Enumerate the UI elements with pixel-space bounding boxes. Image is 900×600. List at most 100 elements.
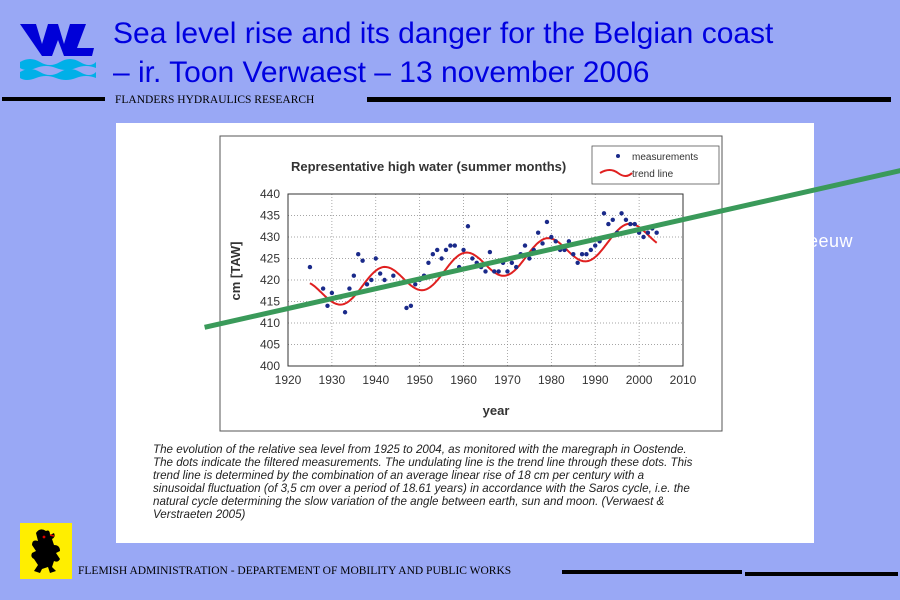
header-divider-left — [2, 97, 105, 101]
sea-level-chart: Representative high water (summer months… — [219, 135, 723, 432]
measurement-point — [531, 247, 536, 253]
measurement-point — [334, 295, 339, 300]
measurement-point — [404, 305, 409, 311]
measurement-point — [518, 252, 523, 257]
measurement-point — [650, 226, 655, 231]
x-tick-label: 1970 — [494, 373, 521, 387]
caption-line: natural cycle determining the slow varia… — [153, 495, 665, 508]
measurement-point — [364, 282, 370, 287]
measurement-point — [391, 273, 396, 278]
y-tick-label: 420 — [260, 273, 280, 287]
flanders-hydraulics-logo-icon — [18, 18, 98, 88]
measurement-point — [408, 303, 414, 308]
measurement-point — [535, 230, 541, 235]
measurement-point — [474, 260, 479, 265]
measurement-point — [356, 252, 361, 257]
measurement-point — [588, 247, 594, 253]
header-divider-right — [367, 97, 891, 102]
measurement-point — [557, 247, 563, 253]
measurement-point — [452, 243, 457, 248]
measurement-point — [597, 239, 602, 244]
caption-line: sinusoidal fluctuation (of 3,5 cm over a… — [153, 482, 690, 495]
measurement-point — [553, 239, 558, 244]
measurement-point — [593, 243, 598, 248]
legend-label-measurements: measurements — [632, 152, 698, 163]
measurement-point — [369, 277, 374, 283]
y-tick-label: 400 — [260, 359, 280, 373]
x-tick-label: 2000 — [626, 373, 653, 387]
measurement-point — [421, 273, 427, 278]
measurement-point — [575, 260, 580, 265]
x-tick-label: 2010 — [670, 373, 697, 387]
x-tick-label: 1980 — [538, 373, 565, 387]
measurement-point — [566, 239, 572, 244]
organization-name: FLANDERS HYDRAULICS RESEARCH — [115, 94, 315, 106]
measurement-point — [338, 295, 343, 300]
measurement-point — [606, 221, 611, 227]
title-line-2: – ir. Toon Verwaest – 13 november 2006 — [113, 56, 650, 89]
y-axis-label: cm [TAW] — [228, 242, 243, 301]
measurement-point — [496, 269, 501, 274]
caption-line: The dots indicate the filtered measureme… — [153, 456, 693, 469]
measurement-point — [478, 264, 484, 270]
page-title: Sea level rise and its danger for the Be… — [113, 14, 893, 92]
measurement-point — [562, 247, 567, 253]
rate-annotation: 18 cm / eeuw — [740, 231, 854, 251]
caption-line: trend line is determined by the combinat… — [153, 469, 645, 482]
measurement-point — [307, 264, 313, 270]
measurement-point — [527, 256, 532, 261]
x-tick-label: 1990 — [582, 373, 609, 387]
footer-text: FLEMISH ADMINISTRATION - DEPARTEMENT OF … — [78, 565, 512, 577]
measurement-point — [623, 217, 629, 222]
x-tick-label: 1950 — [406, 373, 433, 387]
figure-caption: The evolution of the relative sea level … — [153, 443, 793, 521]
measurement-point — [329, 290, 335, 296]
measurement-point — [641, 234, 646, 240]
chart-title: Representative high water (summer months… — [291, 159, 566, 174]
measurement-point — [628, 221, 633, 227]
measurement-point — [645, 230, 651, 235]
measurement-point — [439, 256, 444, 261]
measurement-point — [654, 230, 659, 235]
measurement-point — [544, 219, 550, 225]
flemish-lion-emblem-icon — [20, 523, 72, 579]
footer-divider-1 — [562, 570, 742, 574]
measurement-point — [347, 286, 352, 291]
footer-divider-2 — [745, 572, 898, 576]
measurement-point — [382, 277, 387, 283]
x-tick-label: 1940 — [362, 373, 389, 387]
title-line-1: Sea level rise and its danger for the Be… — [113, 17, 774, 50]
measurement-point — [522, 243, 528, 248]
caption-line: The evolution of the relative sea level … — [153, 443, 687, 456]
x-tick-label: 1930 — [319, 373, 346, 387]
measurement-point — [614, 230, 620, 235]
measurement-point — [505, 269, 510, 274]
legend-label-trend: trend line — [632, 169, 674, 180]
measurement-point — [430, 252, 436, 257]
measurement-point — [320, 286, 326, 291]
measurement-point — [549, 234, 554, 240]
measurement-point — [443, 247, 449, 253]
measurement-point — [487, 249, 493, 255]
measurement-point — [571, 252, 576, 257]
measurement-point — [601, 211, 607, 216]
measurement-point — [584, 252, 589, 257]
y-tick-label: 435 — [260, 209, 280, 223]
measurement-point — [377, 271, 383, 276]
y-tick-label: 440 — [260, 187, 280, 201]
measurement-point — [325, 303, 330, 308]
chart-legend: measurements trend line — [591, 145, 720, 185]
y-tick-label: 430 — [260, 230, 280, 244]
measurement-point — [492, 269, 497, 274]
y-tick-label: 410 — [260, 316, 280, 330]
measurement-point — [636, 230, 642, 235]
measurement-point — [514, 264, 519, 270]
measurement-point — [417, 277, 422, 283]
y-tick-label: 405 — [260, 338, 280, 352]
x-tick-label: 1960 — [450, 373, 477, 387]
x-tick-label: 1920 — [275, 373, 302, 387]
measurement-point — [448, 243, 453, 248]
figure-panel: Representative high water (summer months… — [116, 123, 814, 543]
measurement-point — [465, 224, 471, 229]
y-tick-label: 415 — [260, 295, 280, 309]
